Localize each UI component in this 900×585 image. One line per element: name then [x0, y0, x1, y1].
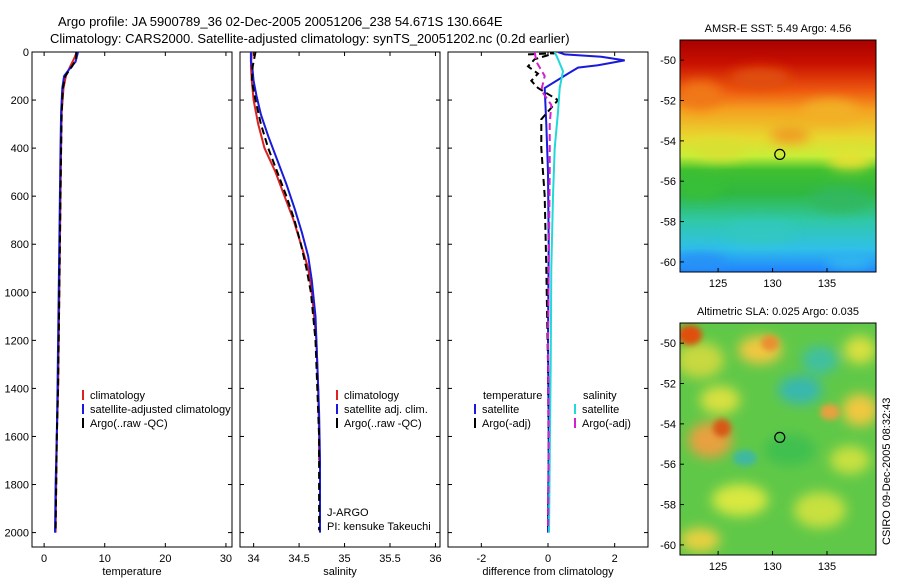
map-frame	[679, 322, 877, 556]
map-y-tick-label: -58	[660, 217, 676, 229]
float-location-marker	[774, 148, 786, 161]
y-tick-label: 1000	[5, 287, 29, 299]
legend-label: satellite	[582, 404, 619, 416]
map-y-tick-label: -60	[660, 540, 676, 552]
y-tick-label: 200	[11, 95, 29, 107]
float-location-marker	[774, 431, 786, 444]
x-tick-label: 30	[220, 553, 232, 565]
legend-label: climatology	[90, 390, 146, 402]
series-line-satellite-adj-clim-	[249, 52, 321, 533]
annotation-text: PI: kensuke Takeuchi	[327, 521, 431, 533]
y-tick-label: 0	[23, 47, 29, 59]
map-y-tick-label: -54	[660, 419, 676, 431]
y-tick-label: 1600	[5, 431, 29, 443]
legend-heading: salinity	[583, 390, 617, 402]
legend-label: Argo(..raw -QC)	[90, 418, 168, 430]
y-tick-label: 800	[11, 239, 29, 251]
map-x-tick-label: 135	[818, 278, 836, 290]
x-tick-label: 0	[41, 553, 47, 565]
x-tick-label: 0	[545, 553, 551, 565]
legend-label: Argo(-adj)	[582, 418, 631, 430]
annotation-text: J-ARGO	[327, 507, 369, 519]
x-tick-label: 2	[612, 553, 618, 565]
series-group	[526, 52, 625, 533]
figure-title-line2: Climatology: CARS2000. Satellite-adjuste…	[50, 31, 570, 46]
side-timestamp-label: CSIRO 09-Dec-2005 08:32:43	[881, 398, 893, 545]
map-frame	[679, 39, 877, 273]
legend-label: Argo(..raw -QC)	[344, 418, 422, 430]
map-y-tick-label: -50	[660, 55, 676, 67]
map-x-tick-label: 135	[818, 561, 836, 573]
series-line-salinity-argo-adj-	[533, 52, 553, 531]
legend-label: climatology	[344, 390, 400, 402]
map-title: Altimetric SLA: 0.025 Argo: 0.035	[697, 306, 859, 318]
x-axis-label: temperature	[102, 566, 161, 578]
series-group	[249, 52, 321, 533]
map-y-tick-label: -50	[660, 338, 676, 350]
x-tick-label: 34	[248, 553, 260, 565]
legend-heading: temperature	[483, 390, 542, 402]
series-group	[54, 52, 80, 533]
y-tick-label: 400	[11, 143, 29, 155]
series-line-salinity-satellite	[548, 52, 565, 533]
x-tick-label: 20	[159, 553, 171, 565]
x-tick-label: 35.5	[379, 553, 400, 565]
map-x-tick-label: 125	[709, 561, 727, 573]
map-x-tick-label: 130	[763, 561, 781, 573]
legend-label: satellite-adjusted climatology	[90, 404, 231, 416]
map-y-tick-label: -60	[660, 257, 676, 269]
figure-title-line1: Argo profile: JA 5900789_36 02-Dec-2005 …	[58, 14, 503, 29]
y-tick-label: 1800	[5, 480, 29, 492]
y-tick-label: 2000	[5, 528, 29, 540]
y-tick-label: 600	[11, 191, 29, 203]
map-y-tick-label: -56	[660, 459, 676, 471]
legend-label: satellite adj. clim.	[344, 404, 428, 416]
map-title: AMSR-E SST: 5.49 Argo: 4.56	[705, 23, 852, 35]
x-axis-label: salinity	[323, 566, 357, 578]
sst-map-image	[680, 40, 876, 272]
x-axis-label: difference from climatology	[482, 566, 614, 578]
sst-map-panel: AMSR-E SST: 5.49 Argo: 4.56 -50 -52 -54 -56 -…	[660, 23, 877, 290]
plot-frame	[239, 51, 441, 548]
x-tick-label: 10	[99, 553, 111, 565]
y-tick-label: 1200	[5, 335, 29, 347]
map-y-tick-label: -54	[660, 136, 676, 148]
map-y-tick-label: -52	[660, 379, 676, 391]
salinity-profile-panel: 34 34.5 35 35.5 36 salinity climatology satelli…	[239, 51, 442, 578]
x-tick-label: 35	[338, 553, 350, 565]
map-y-tick-label: -52	[660, 96, 676, 108]
series-line-argo-raw-qc-	[54, 52, 78, 531]
y-tick-label: 1400	[5, 383, 29, 395]
sla-map-panel: Altimetric SLA: 0.025 Argo: 0.035 -50 -52 -…	[660, 306, 877, 573]
plot-frame	[31, 51, 233, 548]
x-tick-label: -2	[476, 553, 486, 565]
temperature-profile-panel: 0 200 400 600 800 1000 1200 1400 1600 1800 2000 0 10…	[5, 47, 233, 578]
map-y-tick-label: -56	[660, 176, 676, 188]
x-tick-label: 34.5	[288, 553, 309, 565]
map-y-tick-label: -58	[660, 500, 676, 512]
x-tick-label: 36	[429, 553, 441, 565]
map-x-tick-label: 130	[763, 278, 781, 290]
map-x-tick-label: 125	[709, 278, 727, 290]
sla-map-image	[680, 323, 876, 555]
legend-label: Argo(-adj)	[482, 418, 531, 430]
legend-label: satellite	[482, 404, 519, 416]
